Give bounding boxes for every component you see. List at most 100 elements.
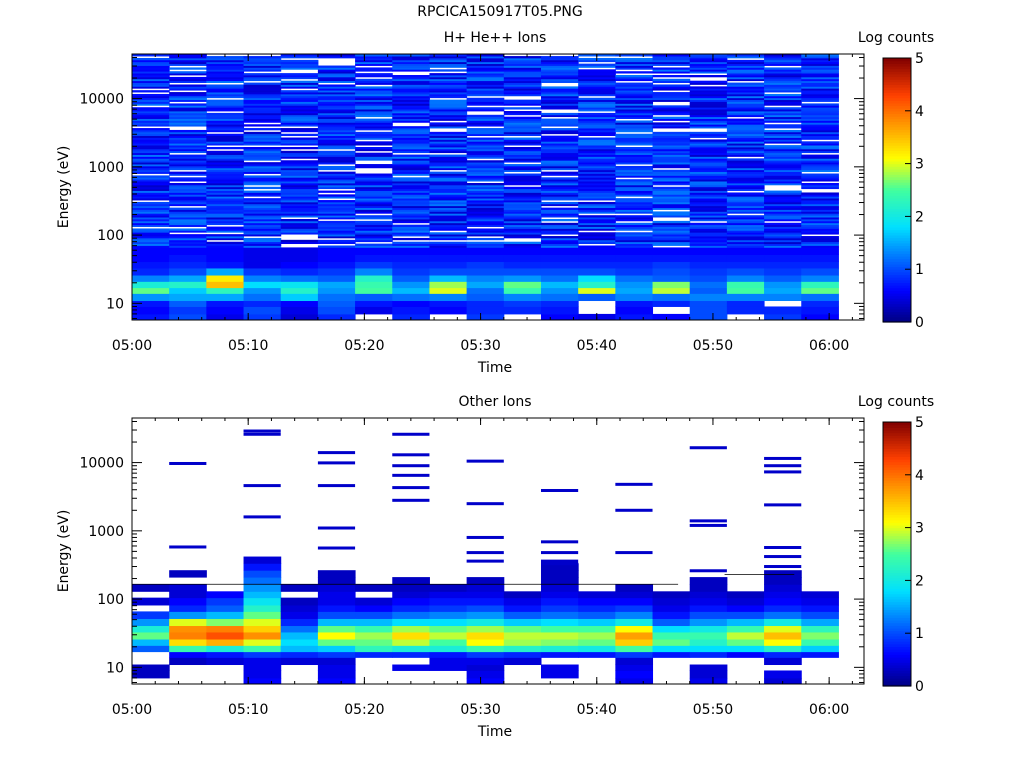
heatmap-cell bbox=[466, 645, 505, 653]
heatmap-cell bbox=[801, 293, 839, 302]
heatmap-cell bbox=[429, 173, 468, 176]
heatmap-cell bbox=[578, 165, 616, 169]
heatmap-cell bbox=[392, 201, 430, 205]
heatmap-cell bbox=[392, 224, 430, 227]
heatmap-cell bbox=[355, 234, 393, 237]
heatmap-cell bbox=[132, 57, 170, 61]
heatmap-cell bbox=[392, 198, 430, 201]
colorbar-swatch bbox=[883, 311, 911, 315]
colorbar-swatch bbox=[883, 216, 911, 220]
heatmap-cell bbox=[689, 177, 728, 180]
colorbar-tick-label: 5 bbox=[915, 415, 924, 431]
colorbar-swatch bbox=[883, 118, 911, 122]
heatmap-cell bbox=[243, 65, 282, 68]
heatmap-cell bbox=[503, 73, 542, 76]
heatmap-cell bbox=[726, 169, 765, 173]
heatmap-cell bbox=[169, 139, 207, 142]
heatmap-cell bbox=[466, 584, 505, 592]
colorbar-swatch bbox=[883, 110, 911, 115]
heatmap-cell bbox=[578, 109, 616, 112]
heatmap-cell bbox=[726, 129, 765, 133]
heatmap-cell bbox=[243, 93, 282, 97]
heatmap-cell bbox=[615, 93, 654, 97]
heatmap-cell bbox=[689, 226, 728, 229]
heatmap-cell bbox=[355, 164, 393, 167]
heatmap-cell bbox=[466, 57, 505, 61]
heatmap-cell bbox=[206, 137, 245, 140]
heatmap-cell bbox=[206, 236, 245, 239]
heatmap-cell bbox=[206, 164, 245, 167]
heatmap-cell bbox=[132, 164, 170, 167]
heatmap-cell bbox=[726, 177, 765, 180]
heatmap-cell bbox=[169, 131, 207, 135]
heatmap-cell bbox=[652, 267, 691, 276]
heatmap-cell bbox=[578, 118, 616, 121]
heatmap-cell bbox=[169, 179, 207, 182]
heatmap-cell bbox=[392, 217, 430, 220]
heatmap-line bbox=[317, 546, 356, 550]
heatmap-cell bbox=[169, 162, 207, 165]
heatmap-cell bbox=[132, 167, 170, 171]
heatmap-cell bbox=[578, 217, 616, 220]
heatmap-cell bbox=[689, 597, 728, 606]
heatmap-cell bbox=[466, 213, 505, 216]
heatmap-cell bbox=[652, 215, 691, 218]
heatmap-cell bbox=[206, 135, 245, 138]
colorbar-swatch bbox=[883, 654, 911, 658]
heatmap-cell bbox=[317, 222, 356, 226]
heatmap-cell bbox=[615, 71, 654, 74]
heatmap-cell bbox=[392, 78, 430, 82]
heatmap-cell bbox=[689, 116, 728, 119]
heatmap-cell bbox=[764, 584, 802, 592]
heatmap-cell bbox=[652, 80, 691, 83]
heatmap-cell bbox=[801, 78, 839, 82]
colorbar-swatch bbox=[883, 453, 911, 457]
heatmap-cell bbox=[355, 232, 393, 235]
heatmap-cell bbox=[280, 186, 319, 190]
heatmap-cell bbox=[392, 611, 430, 619]
heatmap-cell bbox=[132, 69, 170, 72]
heatmap-cell bbox=[764, 99, 802, 102]
heatmap-cell bbox=[280, 181, 319, 184]
colorbar-swatch bbox=[883, 482, 911, 486]
heatmap-cell bbox=[169, 61, 207, 65]
heatmap-cell bbox=[132, 61, 170, 65]
heatmap-cell bbox=[801, 207, 839, 210]
heatmap-cell bbox=[392, 84, 430, 87]
heatmap-cell bbox=[169, 148, 207, 152]
heatmap-cell bbox=[355, 190, 393, 193]
heatmap-cell bbox=[280, 192, 319, 195]
heatmap-cell bbox=[801, 71, 839, 74]
heatmap-cell bbox=[689, 645, 728, 653]
heatmap-cell bbox=[429, 141, 468, 144]
heatmap-cell bbox=[355, 222, 393, 226]
heatmap-cell bbox=[132, 63, 170, 66]
heatmap-cell bbox=[652, 154, 691, 157]
heatmap-cell bbox=[503, 213, 542, 216]
heatmap-cell bbox=[764, 275, 802, 282]
heatmap-cell bbox=[615, 222, 654, 226]
heatmap-cell bbox=[652, 211, 691, 214]
heatmap-cell bbox=[206, 618, 245, 627]
heatmap-cell bbox=[578, 152, 616, 155]
heatmap-cell bbox=[243, 111, 282, 114]
heatmap-cell bbox=[429, 215, 468, 218]
heatmap-cell bbox=[243, 78, 282, 82]
heatmap-cell bbox=[429, 162, 468, 165]
heatmap-cell bbox=[392, 604, 430, 612]
heatmap-cell bbox=[280, 267, 319, 276]
heatmap-cell bbox=[243, 90, 282, 93]
heatmap-cell bbox=[652, 241, 691, 245]
heatmap-cell bbox=[132, 234, 170, 237]
heatmap-cell bbox=[280, 80, 319, 83]
heatmap-cell bbox=[280, 203, 319, 207]
heatmap-cell bbox=[169, 261, 207, 269]
heatmap-cell bbox=[801, 165, 839, 169]
heatmap-cell bbox=[392, 65, 430, 68]
heatmap-cell bbox=[726, 645, 765, 653]
heatmap-cell bbox=[317, 131, 356, 135]
heatmap-cell bbox=[689, 218, 728, 222]
heatmap-cell bbox=[169, 651, 207, 658]
heatmap-cell bbox=[429, 186, 468, 190]
heatmap-cell bbox=[503, 61, 542, 65]
